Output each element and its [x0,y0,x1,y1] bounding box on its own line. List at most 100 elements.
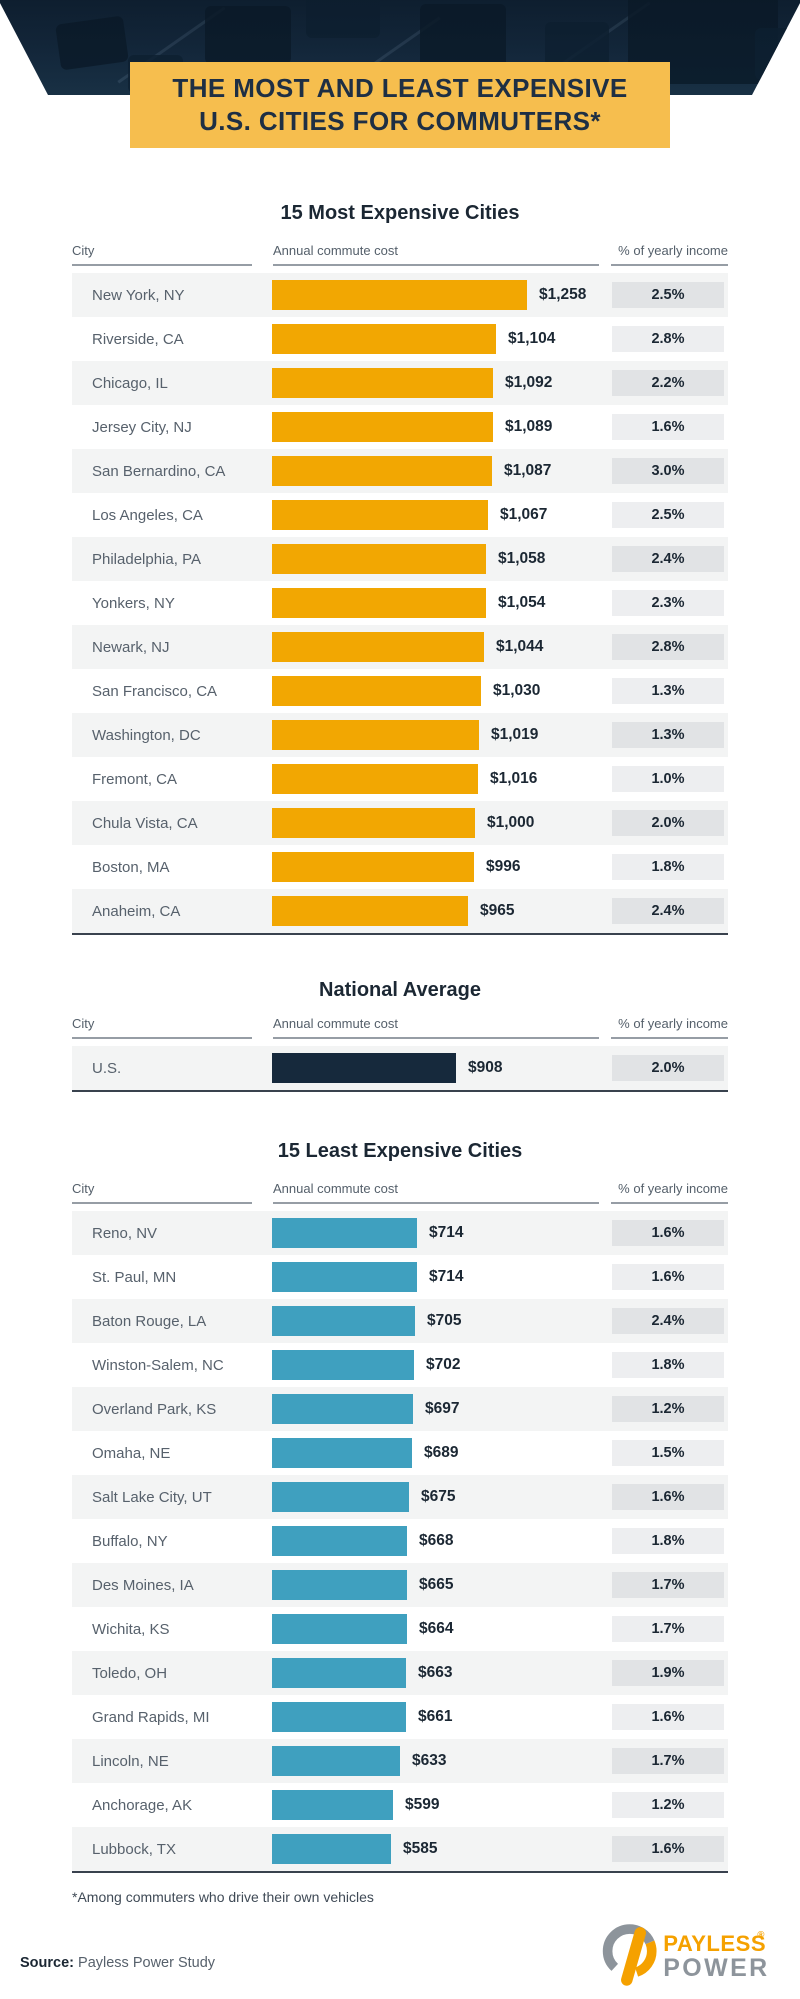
cost-bar [272,1790,393,1820]
income-badge: 1.7% [612,1572,724,1598]
cost-bar [272,412,493,442]
cost-bar [272,324,496,354]
table-row: Anchorage, AK $599 1.2% [72,1783,728,1827]
income-badge: 1.3% [612,722,724,748]
city-label: Salt Lake City, UT [92,1488,212,1506]
cost-value: $633 [412,1752,447,1769]
content: 15 Most Expensive Cities City Annual com… [0,202,800,1905]
column-header-city: City [72,243,252,266]
table-row: Philadelphia, PA $1,058 2.4% [72,537,728,581]
column-headers: City Annual commute cost % of yearly inc… [72,1016,728,1039]
income-badge: 1.2% [612,1396,724,1422]
cost-bar [272,720,479,750]
cost-bar [272,632,484,662]
source-label: Source: [20,1955,74,1971]
cost-bar [272,852,474,882]
cost-cell: $661 [272,1702,604,1732]
cost-bar [272,1482,409,1512]
cost-bar [272,1614,407,1644]
cost-bar [272,1218,417,1248]
city-label: Washington, DC [92,726,201,744]
cost-bar [272,588,486,618]
cost-cell: $1,067 [272,500,604,530]
page-title-line2: U.S. CITIES FOR COMMUTERS* [199,106,601,136]
table-body: Reno, NV $714 1.6% St. Paul, MN $714 1.6… [72,1211,728,1873]
column-header-city: City [72,1181,252,1204]
cost-cell: $665 [272,1570,604,1600]
page-title: THE MOST AND LEAST EXPENSIVE U.S. CITIES… [172,72,627,138]
table-row: Washington, DC $1,019 1.3% [72,713,728,757]
table-row: San Francisco, CA $1,030 1.3% [72,669,728,713]
cost-value: $714 [429,1224,464,1241]
city-label: Chicago, IL [92,374,168,392]
cost-bar [272,1438,412,1468]
income-badge: 1.7% [612,1616,724,1642]
cost-value: $1,067 [500,506,548,523]
city-label: San Francisco, CA [92,682,218,700]
income-badge: 1.6% [612,1220,724,1246]
cost-bar [272,1262,417,1292]
table-row: Grand Rapids, MI $661 1.6% [72,1695,728,1739]
city-label: St. Paul, MN [92,1268,177,1286]
table-row: Buffalo, NY $668 1.8% [72,1519,728,1563]
income-badge: 2.4% [612,1308,724,1334]
city-label: Anchorage, AK [92,1796,193,1814]
cost-bar [272,456,492,486]
income-badge: 2.5% [612,502,724,528]
cost-cell: $1,044 [272,632,604,662]
column-header-city: City [72,1016,252,1039]
table-row: U.S. $908 2.0% [72,1046,728,1090]
table-row: Fremont, CA $1,016 1.0% [72,757,728,801]
cost-bar [272,1702,406,1732]
cost-cell: $1,089 [272,412,604,442]
income-badge: 1.2% [612,1792,724,1818]
city-label: U.S. [92,1059,122,1077]
income-badge: 1.8% [612,854,724,880]
cost-cell: $1,092 [272,368,604,398]
cost-value: $664 [419,1620,454,1637]
income-badge: 2.8% [612,634,724,660]
table-row: Chula Vista, CA $1,000 2.0% [72,801,728,845]
income-badge: 1.6% [612,1836,724,1862]
cost-cell: $908 [272,1053,604,1083]
cost-cell: $633 [272,1746,604,1776]
city-label: Anaheim, CA [92,902,181,920]
section-title: National Average [319,979,481,1001]
cost-value: $714 [429,1268,464,1285]
city-label: Reno, NV [92,1224,158,1242]
header: THE MOST AND LEAST EXPENSIVE U.S. CITIES… [0,0,800,148]
income-badge: 2.0% [612,1055,724,1081]
table-body: New York, NY $1,258 2.5% Riverside, CA $… [72,273,728,935]
city-label: Winston-Salem, NC [92,1356,224,1374]
cost-cell: $1,054 [272,588,604,618]
cost-cell: $714 [272,1262,604,1292]
table-body: U.S. $908 2.0% [72,1046,728,1092]
income-badge: 1.6% [612,414,724,440]
payless-power-logo: PAYLESS ® POWER [602,1924,767,1986]
cost-bar [272,808,475,838]
cost-value: $1,104 [508,330,556,347]
cost-cell: $668 [272,1526,604,1556]
city-label: New York, NY [92,286,185,304]
table-row: Baton Rouge, LA $705 2.4% [72,1299,728,1343]
column-header-cost: Annual commute cost [273,1016,599,1039]
table-row: Omaha, NE $689 1.5% [72,1431,728,1475]
city-label: Newark, NJ [92,638,170,656]
cost-cell: $1,019 [272,720,604,750]
city-label: Los Angeles, CA [92,506,203,524]
cost-value: $702 [426,1356,461,1373]
table-row: Yonkers, NY $1,054 2.3% [72,581,728,625]
cost-value: $1,016 [490,770,538,787]
table-row: Des Moines, IA $665 1.7% [72,1563,728,1607]
cost-cell: $714 [272,1218,604,1248]
city-label: Wichita, KS [92,1620,170,1638]
cost-value: $1,089 [505,418,553,435]
cost-bar [272,500,488,530]
income-badge: 2.4% [612,898,724,924]
cost-value: $663 [418,1664,453,1681]
city-label: Des Moines, IA [92,1576,194,1594]
cost-bar [272,896,468,926]
title-banner: THE MOST AND LEAST EXPENSIVE U.S. CITIES… [130,62,670,148]
cost-bar [272,1394,413,1424]
